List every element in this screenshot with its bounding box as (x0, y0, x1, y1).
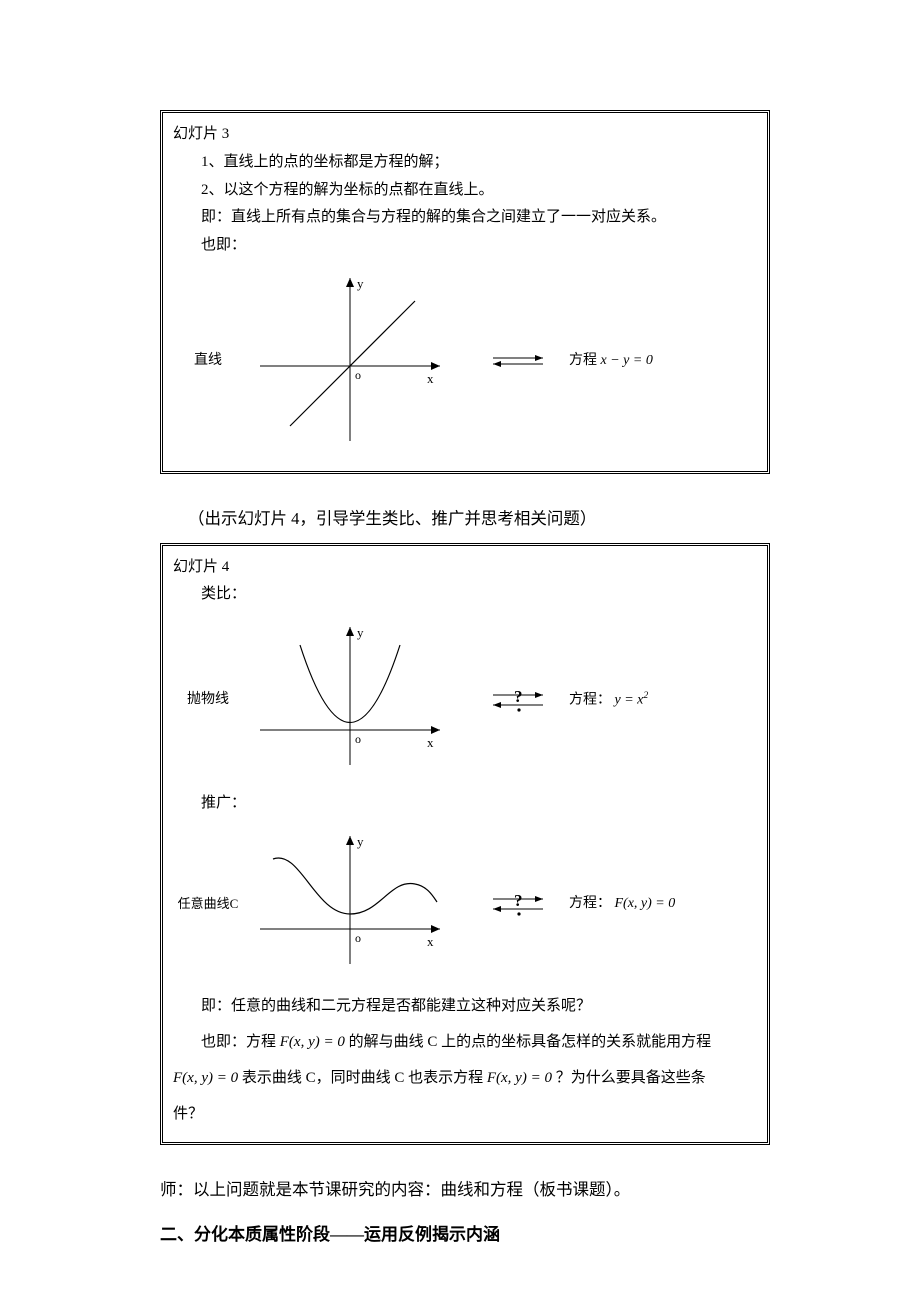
slide-4-title: 幻灯片 4 (173, 554, 757, 582)
slide-4-q4: 件？ (173, 1096, 757, 1132)
slide-4-box: 幻灯片 4 类比： 抛物线 y x o (160, 543, 770, 1146)
slide-3-diagram: y x o (255, 266, 455, 457)
svg-text:y: y (357, 625, 364, 640)
slide-4-d2: y x o (255, 824, 455, 985)
slide-4-diagram2-row: 任意曲线C y x o (173, 824, 757, 985)
page: 幻灯片 3 1、直线上的点的坐标都是方程的解； 2、以这个方程的解为坐标的点都在… (0, 0, 920, 1302)
svg-text:x: x (427, 735, 434, 750)
teacher-line: 师：以上问题就是本节课研究的内容：曲线和方程（板书课题）。 (160, 1173, 770, 1206)
slide-4-d1: y x o (255, 615, 455, 786)
slide-3-equation: 方程 x − y = 0 (569, 348, 653, 374)
slide-4-d2-label: 任意曲线C (173, 892, 243, 916)
slide-3-title: 幻灯片 3 (173, 121, 757, 149)
svg-text:?: ? (514, 891, 523, 910)
line-graph-svg: y x o (255, 266, 455, 446)
between-text: （出示幻灯片 4，引导学生类比、推广并思考相关问题） (160, 502, 770, 535)
slide-4-d1-eq: 方程： y = x2 (569, 687, 648, 714)
slide-3-line-3: 即：直线上所有点的集合与方程的解的集合之间建立了一一对应关系。 (173, 204, 757, 232)
slide-4-sub-1: 类比： (173, 581, 757, 609)
svg-text:x: x (427, 934, 434, 949)
slide-4-d1-arrows: ? (487, 685, 549, 715)
slide-4-q3: F(x, y) = 0 表示曲线 C，同时曲线 C 也表示方程 F(x, y) … (173, 1060, 757, 1096)
slide-4-q2: 也即：方程 F(x, y) = 0 的解与曲线 C 上的点的坐标具备怎样的关系就… (173, 1024, 757, 1060)
svg-text:o: o (355, 732, 361, 746)
svg-text:?: ? (514, 687, 523, 706)
slide-4-d2-eq: 方程： F(x, y) = 0 (569, 891, 675, 917)
slide-4-q1: 即：任意的曲线和二元方程是否都能建立这种对应关系呢？ (173, 988, 757, 1024)
slide-3-box: 幻灯片 3 1、直线上的点的坐标都是方程的解； 2、以这个方程的解为坐标的点都在… (160, 110, 770, 474)
svg-text:o: o (355, 931, 361, 945)
slide-3-line-2: 2、以这个方程的解为坐标的点都在直线上。 (173, 177, 757, 205)
x-axis-label: x (427, 371, 434, 386)
slide-3-eq-body: x − y = 0 (601, 353, 653, 368)
slide-3-eq-prefix: 方程 (569, 353, 601, 368)
slide-4-sub-2: 推广： (173, 790, 757, 818)
section-heading: 二、分化本质属性阶段——运用反例揭示内涵 (160, 1220, 770, 1245)
slide-4-d2-arrows: ? (487, 889, 549, 919)
y-axis-label: y (357, 276, 364, 291)
slide-4-d1-label: 抛物线 (173, 687, 243, 713)
slide-3-line-1: 1、直线上的点的坐标都是方程的解； (173, 149, 757, 177)
slide-3-diagram-row: 直线 y x o (173, 266, 757, 457)
origin-label: o (355, 368, 361, 382)
slide-3-bidir-arrows (487, 350, 549, 372)
slide-3-line-4: 也即： (173, 232, 757, 260)
svg-text:y: y (357, 834, 364, 849)
slide-4-diagram1-row: 抛物线 y x o (173, 615, 757, 786)
slide-3-diagram-label-left: 直线 (173, 348, 243, 374)
